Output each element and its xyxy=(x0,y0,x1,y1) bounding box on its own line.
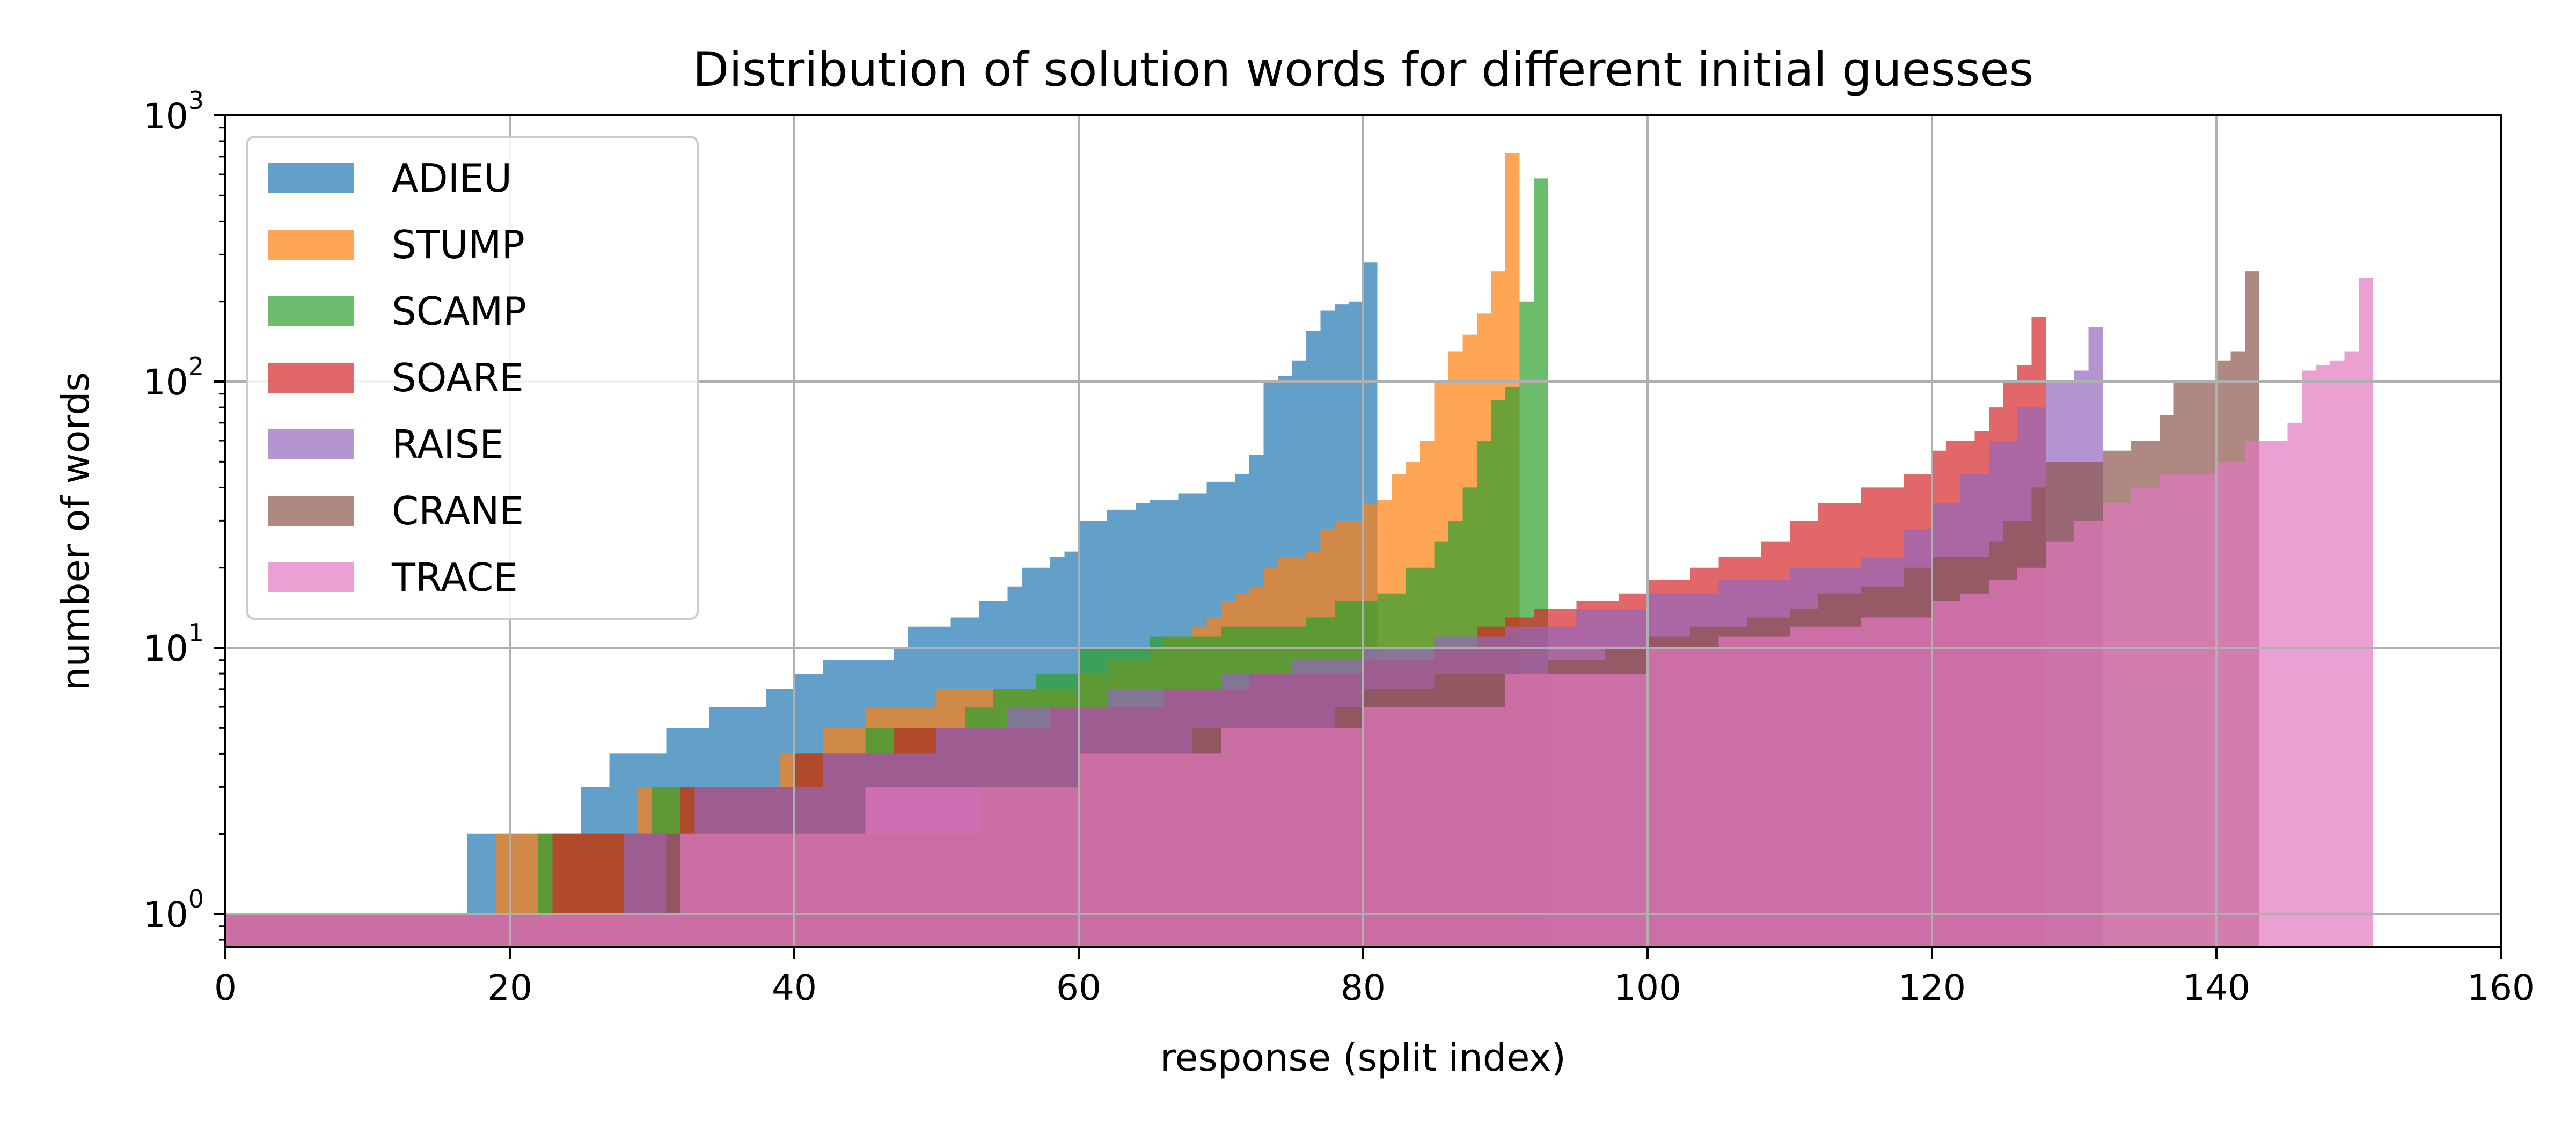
legend-label-scamp: SCAMP xyxy=(392,289,526,334)
legend-label-crane: CRANE xyxy=(392,488,524,533)
legend-label-trace: TRACE xyxy=(391,555,518,600)
legend-box xyxy=(246,136,699,620)
legend-swatch-stump xyxy=(268,230,354,260)
y-tick-label: 100 xyxy=(143,884,204,935)
legend-swatch-scamp xyxy=(268,296,354,326)
chart-title: Distribution of solution words for diffe… xyxy=(693,42,2034,97)
x-tick-label: 140 xyxy=(2183,967,2250,1008)
x-tick-label: 40 xyxy=(772,967,817,1008)
y-tick-label: 103 xyxy=(143,86,204,137)
x-tick-label: 120 xyxy=(1898,967,1966,1008)
legend-swatch-crane xyxy=(268,496,354,526)
legend-label-raise: RAISE xyxy=(392,422,504,467)
x-tick-label: 80 xyxy=(1341,967,1386,1008)
bars-layer xyxy=(225,153,2373,948)
x-tick-label: 20 xyxy=(487,967,532,1008)
x-tick-label: 160 xyxy=(2467,967,2535,1008)
x-tick-label: 60 xyxy=(1056,967,1101,1008)
y-tick-label: 102 xyxy=(143,352,204,403)
legend-swatch-raise xyxy=(268,429,354,459)
legend-label-soare: SOARE xyxy=(392,355,524,400)
y-tick-label: 101 xyxy=(143,618,204,669)
legend-label-adieu: ADIEU xyxy=(392,156,512,201)
legend-swatch-soare xyxy=(268,363,354,393)
ticks-layer: 0 20 40 60 80 100 120 140 160 100 101 102 103 xyxy=(143,86,2535,1008)
x-tick-label: 100 xyxy=(1614,967,1681,1008)
histogram-series-trace xyxy=(225,277,2373,948)
x-axis-label: response (split index) xyxy=(1160,1036,1566,1080)
legend: ADIEU STUMP SCAMP SOARE RAISE CRANE TRACE xyxy=(246,136,699,620)
x-tick-label: 0 xyxy=(214,967,237,1008)
legend-swatch-adieu xyxy=(268,163,354,193)
legend-swatch-trace xyxy=(268,562,354,592)
legend-label-stump: STUMP xyxy=(392,222,525,267)
y-axis-label: number of words xyxy=(54,372,98,691)
